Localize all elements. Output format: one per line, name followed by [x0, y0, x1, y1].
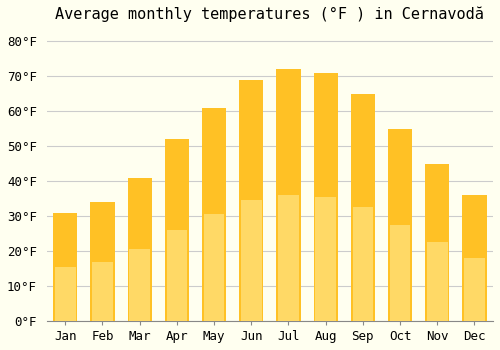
Bar [53, 212, 78, 321]
Bar [316, 197, 336, 321]
Bar [166, 230, 187, 321]
Bar [55, 267, 76, 321]
Bar [92, 261, 112, 321]
Title: Average monthly temperatures (°F ) in Cernavodă: Average monthly temperatures (°F ) in Ce… [56, 7, 484, 22]
Bar [425, 163, 450, 321]
Bar [128, 177, 152, 321]
Bar [276, 69, 300, 321]
Bar [388, 128, 412, 321]
Bar [314, 72, 338, 321]
Bar [130, 249, 150, 321]
Bar [278, 195, 298, 321]
Bar [165, 139, 189, 321]
Bar [239, 79, 264, 321]
Bar [390, 225, 410, 321]
Bar [352, 207, 373, 321]
Bar [462, 195, 486, 321]
Bar [241, 200, 262, 321]
Bar [427, 242, 448, 321]
Bar [90, 202, 114, 321]
Bar [202, 107, 226, 321]
Bar [351, 93, 375, 321]
Bar [204, 214, 225, 321]
Bar [464, 258, 484, 321]
